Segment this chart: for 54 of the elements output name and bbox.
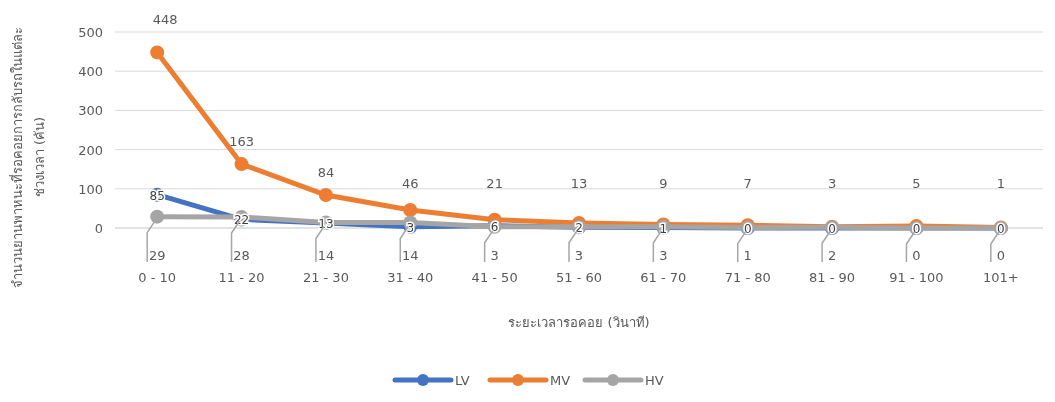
y-tick-label: 400: [78, 64, 103, 80]
data-label: 3: [827, 176, 837, 191]
y-axis-title: จำนวนยานพาหนะที่รอคอยการกลับรถในแต่ละ ช่วงเวลา (คัน): [9, 26, 47, 288]
x-tick-label: 31 - 40: [387, 270, 434, 285]
data-label: 21: [486, 176, 503, 191]
x-tick-label: 81 - 90: [809, 270, 856, 285]
data-label: 163: [229, 134, 254, 150]
data-label: 2: [827, 248, 837, 263]
y-tick-label: 200: [78, 142, 103, 158]
y-tick-label: 300: [78, 103, 103, 119]
x-tick-label: 11 - 20: [218, 270, 265, 285]
data-label: 9: [659, 176, 668, 191]
x-axis-title: ระยะเวลารอคอย (วินาที): [508, 315, 650, 330]
data-label: 6: [490, 219, 499, 234]
data-label: 448: [152, 12, 178, 27]
data-label: 0: [996, 248, 1005, 263]
x-tick-label: 21 - 30: [302, 270, 349, 285]
data-label: 0: [912, 222, 921, 236]
data-label: 0: [828, 222, 836, 236]
data-label: 2: [575, 221, 583, 236]
y-tick-label: 100: [78, 181, 103, 197]
data-label: 1: [659, 221, 668, 236]
x-tick-label: 61 - 70: [640, 270, 687, 285]
y-tick-label: 0: [94, 221, 103, 236]
data-label: 3: [659, 248, 668, 263]
data-label: 46: [402, 176, 419, 191]
data-label: 0: [997, 222, 1005, 236]
data-label: 84: [317, 165, 335, 181]
data-label: 29: [148, 248, 166, 263]
data-label: 28: [233, 248, 250, 263]
data-label: 3: [490, 248, 499, 263]
x-tick-label: 0 - 10: [138, 270, 177, 285]
data-label: 1: [996, 176, 1005, 191]
data-label: 5: [912, 176, 921, 191]
x-tick-label: 41 - 50: [471, 270, 518, 285]
legend-label: HV: [645, 373, 664, 388]
y-tick-label: 500: [78, 25, 103, 40]
x-tick-label: 51 - 60: [555, 270, 603, 285]
data-label: 85: [149, 188, 165, 203]
legend-label: MV: [550, 373, 571, 388]
data-label: 3: [574, 248, 584, 263]
data-label: 14: [402, 248, 419, 263]
x-tick-label: 91 - 100: [889, 270, 944, 285]
x-tick-label: 71 - 80: [724, 270, 771, 285]
data-label: 7: [743, 176, 752, 191]
data-label: 0: [743, 222, 752, 236]
x-tick-label: 101+: [982, 270, 1019, 285]
legend-label: LV: [455, 373, 470, 388]
data-label: 14: [317, 248, 335, 263]
data-label: 13: [570, 176, 588, 191]
data-label: 0: [912, 248, 921, 263]
data-label: 13: [318, 216, 334, 231]
data-label: 1: [743, 248, 752, 263]
data-label: 22: [233, 213, 250, 228]
